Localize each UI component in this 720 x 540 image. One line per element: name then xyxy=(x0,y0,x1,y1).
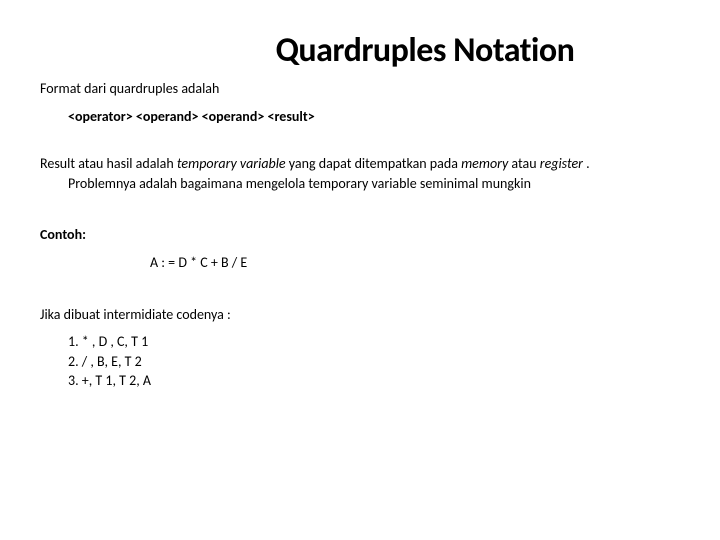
intermediate-label: Jika dibuat intermidiate codenya : xyxy=(40,305,680,325)
para-italic-1: temporary variable xyxy=(177,155,286,172)
format-intro: Format dari quardruples adalah xyxy=(40,79,680,99)
para-mid2: atau xyxy=(508,155,540,172)
para-italic-3: register xyxy=(540,155,583,172)
slide-title: Quardruples Notation xyxy=(170,30,680,71)
para-italic-2: memory xyxy=(461,155,508,172)
expression-line: A : = D * C + B / E xyxy=(150,253,680,273)
para-mid: yang dapat ditempatkan pada xyxy=(286,155,461,172)
code-line-1: 1. * , D , C, T 1 xyxy=(68,332,680,352)
problem-line: Problemnya adalah bagaimana mengelola te… xyxy=(68,174,680,194)
para-end: . xyxy=(583,155,590,172)
code-line-2: 2. / , B, E, T 2 xyxy=(68,352,680,372)
result-paragraph: Result atau hasil adalah temporary varia… xyxy=(40,154,680,174)
syntax-line: <operator> <operand> <operand> <result> xyxy=(68,107,680,127)
contoh-label: Contoh: xyxy=(40,225,680,245)
slide-container: Quardruples Notation Format dari quardru… xyxy=(0,0,720,540)
para-lead: Result atau hasil adalah xyxy=(40,155,177,172)
code-line-3: 3. +, T 1, T 2, A xyxy=(68,371,680,391)
